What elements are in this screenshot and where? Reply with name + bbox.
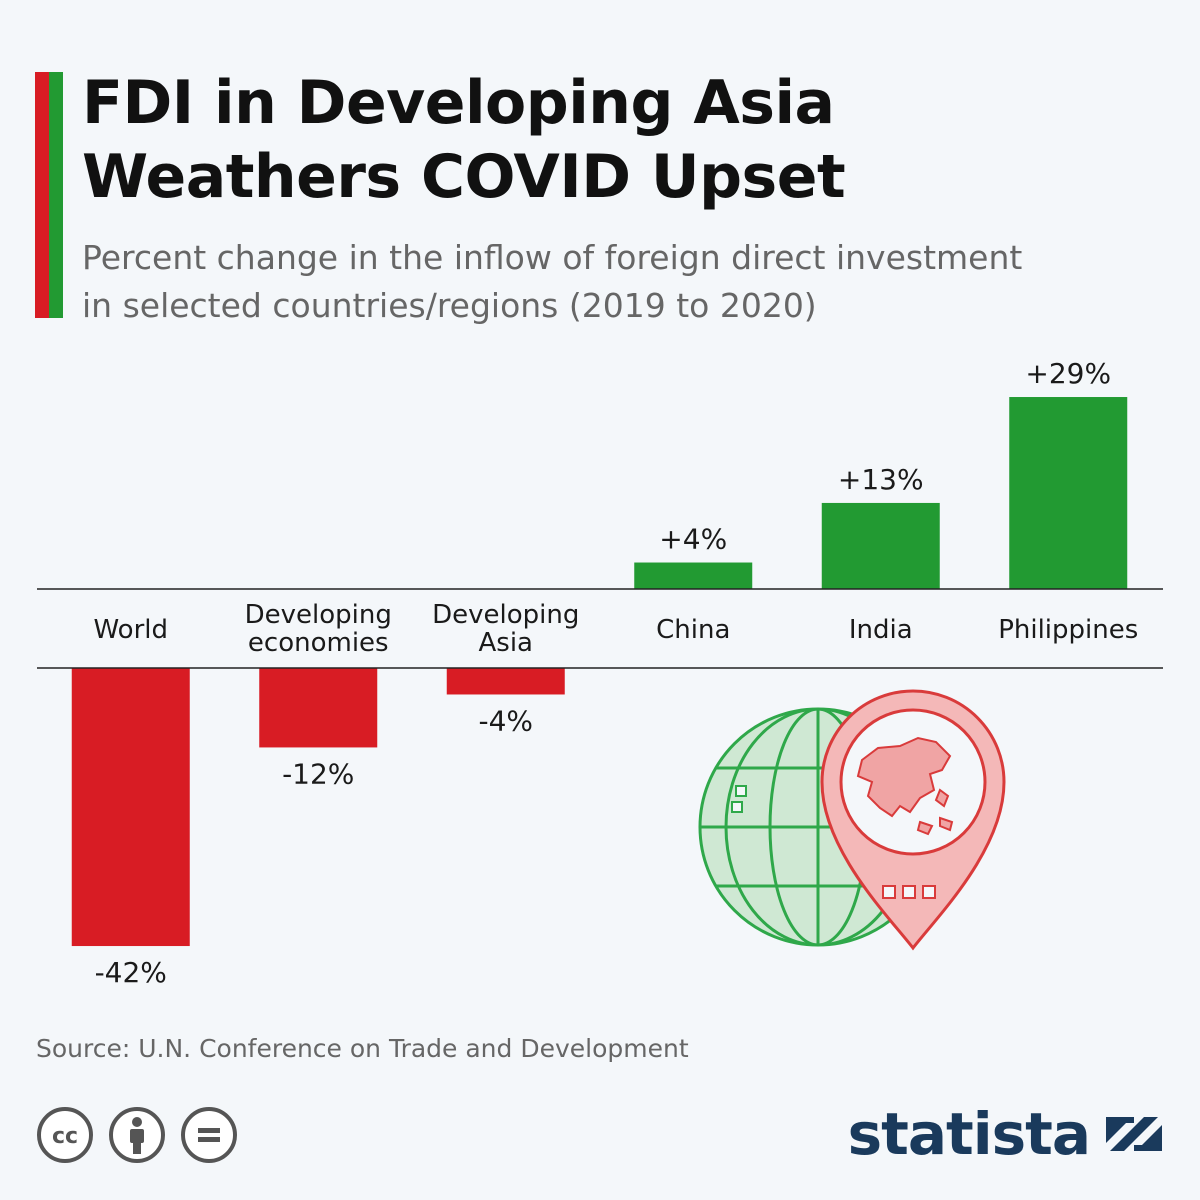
category-label-0-0: World [93,615,168,645]
category-label-4-0: India [849,615,913,645]
bar-1 [259,668,378,748]
data-label-1: -12% [282,757,354,790]
bar-5 [1009,397,1128,589]
title-accent-bar [35,72,63,318]
category-label-2-0: Developing [432,600,579,630]
bar-4 [821,502,940,589]
no-derivatives-icon[interactable] [180,1106,238,1164]
data-label-3: +4% [659,523,727,556]
source-note: Source: U.N. Conference on Trade and Dev… [36,1034,689,1063]
bar-2 [446,668,565,695]
chart-subtitle-line-1: Percent change in the inflow of foreign … [82,238,1023,277]
chart-title: FDI in Developing Asia Weathers COVID Up… [82,66,1162,214]
category-label-2-1: Asia [479,628,534,658]
bar-3 [634,562,753,589]
bar-0 [71,668,190,947]
chart-title-line-2: Weathers COVID Upset [82,142,846,212]
globe-with-asia-map-pin-icon [698,689,1006,951]
chart-subtitle: Percent change in the inflow of foreign … [82,234,1172,330]
accent-green-stripe [49,72,63,318]
asia-map-icon [856,736,952,818]
license-icons: cc [36,1106,238,1164]
category-label-1-0: Developing [245,600,392,630]
chart-subtitle-line-2: in selected countries/regions (2019 to 2… [82,286,817,325]
chart-title-line-1: FDI in Developing Asia [82,68,835,138]
data-label-2: -4% [478,704,533,737]
data-label-5: +29% [1025,357,1111,390]
brand-name: statista [847,1100,1091,1168]
category-label-5-0: Philippines [998,615,1138,645]
data-label-0: -42% [95,956,167,989]
svg-text:cc: cc [52,1124,78,1149]
data-label-4: +13% [838,463,924,496]
category-label-1-1: economies [248,628,389,658]
statista-logo-icon [1106,1117,1162,1151]
cc-icon[interactable]: cc [36,1106,94,1164]
category-label-3-0: China [656,615,730,645]
attribution-icon[interactable] [108,1106,166,1164]
accent-red-stripe [35,72,49,318]
statista-brand[interactable]: statista [848,1100,1164,1168]
